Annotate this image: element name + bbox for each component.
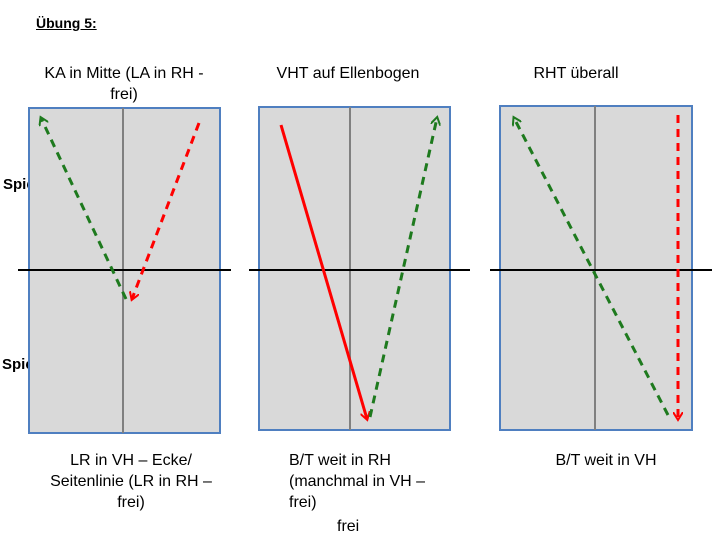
heading-2-line-1: VHT auf Ellenbogen: [276, 65, 420, 82]
table-1-red-dashed-arrow: [132, 122, 201, 299]
caption-2-line-1: B/T weit in RH: [289, 452, 391, 469]
caption-1-line-2: Seitenlinie (LR in RH –: [50, 473, 212, 490]
heading-exercise-3: RHT überall: [500, 63, 652, 84]
table-2-green-dashed-arrow: [368, 118, 437, 418]
caption-3-line-1: B/T weit in VH: [555, 452, 657, 469]
caption-2-line-3: frei): [289, 494, 317, 511]
table-2-red-solid-arrow: [279, 124, 367, 419]
caption-exercise-1: LR in VH – Ecke/ Seitenlinie (LR in RH –…: [20, 450, 242, 513]
caption-exercise-2: B/T weit in RH (manchmal in VH – frei): [289, 450, 425, 513]
heading-1-line-1: KA in Mitte (LA in RH -: [44, 65, 204, 82]
table-2: [249, 106, 470, 431]
caption-1-line-1: LR in VH – Ecke/: [70, 452, 192, 469]
table-1-green-dashed-arrow: [41, 118, 128, 300]
table-1: [18, 107, 231, 434]
heading-3-line-1: RHT überall: [533, 65, 619, 82]
caption-1-line-3: frei): [117, 494, 145, 511]
caption-exercise-2-extra: frei: [337, 518, 360, 535]
heading-1-line-2: frei): [110, 86, 138, 103]
caption-exercise-3: B/T weit in VH: [540, 450, 672, 471]
exercise-title: Übung 5:: [36, 15, 97, 31]
heading-exercise-2: VHT auf Ellenbogen: [250, 63, 446, 84]
table-3: [490, 105, 712, 431]
caption-2-line-2: (manchmal in VH –: [289, 473, 426, 490]
heading-exercise-1: KA in Mitte (LA in RH - frei): [8, 63, 240, 105]
